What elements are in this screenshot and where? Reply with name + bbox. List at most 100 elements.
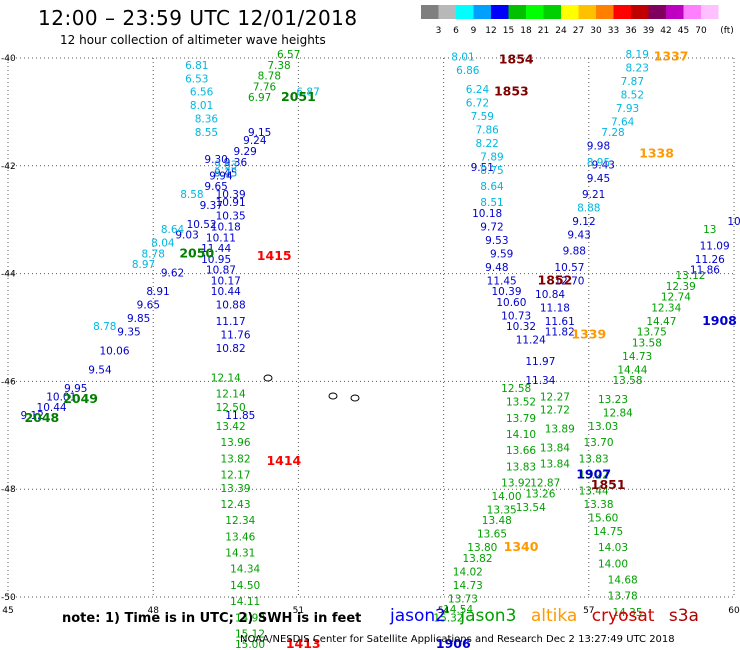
scale-break-label: 30 (590, 26, 602, 36)
swh-value-label: 9.85 (127, 313, 150, 325)
sat-cryosat: cryosat (591, 606, 655, 626)
scale-break-label: 15 (503, 26, 514, 36)
scale-swatch (543, 5, 561, 19)
swh-value-label: 10.35 (216, 211, 246, 223)
scale-swatch (456, 5, 474, 19)
swh-value-label: 14.75 (593, 526, 623, 538)
swh-value-label: 9.36 (224, 157, 248, 169)
swh-value-label: 13.48 (482, 515, 512, 527)
swh-value-label: 10.82 (216, 343, 246, 355)
pass-time-label: 1413 (286, 636, 321, 650)
swh-value-label: 7.86 (475, 124, 499, 136)
scale-break-label: 24 (555, 26, 567, 36)
swh-value-label: 6.81 (185, 60, 208, 72)
swh-value-label: 10 (727, 216, 740, 228)
pass-time-label: 1908 (702, 313, 737, 328)
swh-value-label: 8.58 (180, 189, 203, 201)
swh-value-label: 8.64 (480, 181, 504, 193)
swh-value-label: 13 (703, 224, 716, 236)
pass-time-label: 1854 (499, 51, 534, 66)
swh-value-label: 9.94 (209, 170, 233, 182)
scale-break-label: 70 (695, 26, 707, 36)
swh-value-label: 8.91 (146, 286, 169, 298)
swh-value-label: 14.54 (443, 604, 473, 616)
swh-value-label: 9.45 (587, 173, 610, 185)
swh-value-label: 10.11 (206, 232, 236, 244)
swh-value-label: 10.95 (201, 254, 231, 266)
swh-value-label: 14.98 (235, 612, 265, 624)
swh-value-label: 13.58 (632, 337, 662, 349)
swh-value-label: 13.82 (220, 453, 250, 465)
swh-value-label: 6.86 (456, 65, 480, 77)
swh-value-label: 11.09 (700, 240, 730, 252)
swh-value-label: 11.26 (695, 254, 725, 266)
swh-value-label: 13.39 (220, 483, 250, 495)
pass-time-label: 1907 (576, 466, 611, 481)
y-tick-label: -50 (1, 593, 16, 603)
swh-value-label: 7.87 (621, 76, 644, 88)
scale-swatch (438, 5, 456, 19)
swh-value-label: 13.96 (220, 437, 250, 449)
chart-title: 12:00 – 23:59 UTC 12/01/2018 (38, 6, 358, 30)
scale-break-label: 21 (538, 26, 549, 36)
swh-value-label: 14.11 (230, 596, 260, 608)
swh-value-label: 13.66 (506, 445, 536, 457)
swh-value-label: 12.87 (530, 478, 560, 490)
swh-value-label: 13.83 (579, 453, 609, 465)
scale-break-label: 27 (573, 26, 584, 36)
pass-time-label: 1339 (571, 326, 606, 341)
y-tick-label: -44 (1, 270, 16, 280)
scale-swatch (666, 5, 684, 19)
swh-value-label: 10.32 (506, 321, 536, 333)
scale-break-label: 39 (643, 26, 655, 36)
swh-value-label: 9.48 (485, 262, 508, 274)
y-tick-label: -46 (1, 377, 16, 387)
swh-value-label: 14.31 (225, 548, 255, 560)
swh-value-label: 10.39 (491, 286, 521, 298)
swh-value-label: 9.88 (563, 246, 586, 258)
scale-swatch (648, 5, 666, 19)
swh-value-label: 13.78 (608, 591, 638, 603)
swh-value-label: 10.57 (554, 262, 584, 274)
scale-swatch (421, 5, 439, 19)
swh-value-label: 13.26 (525, 488, 555, 500)
scale-break-label: 45 (678, 26, 689, 36)
x-tick-label: 54 (438, 606, 450, 616)
swh-value-label: 14.10 (506, 429, 536, 441)
scale-swatch (491, 5, 509, 19)
swh-value-label: 6.87 (296, 87, 319, 99)
swh-value-label: 8.01 (190, 100, 213, 112)
swh-value-label: 6.56 (190, 87, 214, 99)
swh-value-label: 14.35 (612, 607, 642, 619)
swh-value-label: 11.97 (525, 356, 555, 368)
x-tick-label: 51 (293, 606, 304, 616)
swh-value-label: 11.86 (690, 265, 720, 277)
swh-value-label: 13.54 (516, 502, 546, 514)
swh-value-label: 9.72 (480, 221, 503, 233)
scale-break-label: 42 (660, 26, 671, 36)
sat-s3a: s3a (668, 606, 699, 626)
swh-value-label: 12.34 (651, 302, 681, 314)
swh-value-label: 13.52 (506, 397, 536, 409)
swh-value-label: 9.03 (175, 230, 198, 242)
scale-swatch (526, 5, 544, 19)
pass-time-label: 1906 (436, 636, 471, 650)
swh-value-label: 10.17 (211, 275, 241, 287)
swh-value-label: 13.73 (448, 593, 478, 605)
scale-swatch (683, 5, 701, 19)
swh-value-label: 14.02 (453, 566, 483, 578)
swh-value-label: 6.53 (185, 73, 208, 85)
swh-value-label: 9.21 (582, 189, 605, 201)
pass-time-label: 2049 (63, 391, 98, 406)
swh-value-label: 8.78 (142, 248, 165, 260)
swh-value-label: 13.80 (467, 542, 497, 554)
swh-value-label: 6.97 (248, 92, 271, 104)
x-tick-label: 60 (728, 606, 740, 616)
pass-time-label: 2050 (179, 245, 214, 260)
swh-value-label: 12.14 (211, 372, 241, 384)
swh-value-label: 9.59 (490, 248, 513, 260)
swh-value-label: 12.58 (501, 383, 531, 395)
swh-value-label: 10.73 (501, 310, 531, 322)
swh-value-label: 7.59 (471, 111, 494, 123)
swh-value-label: 13.65 (477, 529, 507, 541)
